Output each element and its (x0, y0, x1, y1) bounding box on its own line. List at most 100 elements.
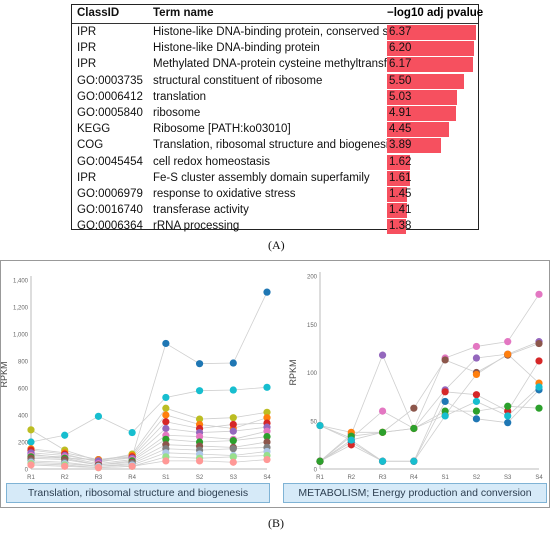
x-tick-label: R1 (27, 475, 35, 481)
y-tick-label: 200 (18, 441, 29, 447)
pvalue-cell: 1.45 (389, 186, 411, 203)
table-row: IPR Histone-like DNA-binding protein 6.20 (72, 40, 478, 57)
y-tick-label: 100 (307, 371, 318, 377)
data-point (27, 438, 34, 445)
table-row: KEGG Ribosome [PATH:ko03010] 4.45 (72, 121, 478, 138)
table-row: GO:0016740 transferase activity 1.41 (72, 202, 478, 219)
data-point (535, 405, 542, 412)
y-tick-label: 800 (18, 360, 29, 366)
data-point (263, 456, 270, 463)
y-tick-label: 200 (307, 275, 318, 281)
pvalue-cell: 6.17 (389, 56, 411, 73)
term-cell: Histone-like DNA-binding protein (153, 40, 320, 57)
pvalue-cell: 5.03 (389, 89, 411, 106)
data-point (379, 429, 386, 436)
data-point (473, 415, 480, 422)
classid-cell: IPR (77, 24, 96, 41)
data-point (535, 340, 542, 347)
x-tick-label: S2 (196, 475, 204, 481)
term-cell: ribosome (153, 105, 200, 122)
table-header: ClassID Term name −log10 adj pvalue (72, 5, 478, 24)
y-tick-label: 600 (18, 387, 29, 393)
classid-cell: GO:0045454 (77, 154, 143, 171)
x-tick-label: S3 (230, 475, 238, 481)
y-tick-label: 150 (307, 323, 318, 329)
data-point (230, 414, 237, 421)
x-tick-label: S1 (441, 475, 449, 481)
data-point (410, 425, 417, 432)
data-point (473, 398, 480, 405)
data-point (162, 394, 169, 401)
table-row: GO:0006364 rRNA processing 1.38 (72, 218, 478, 235)
panel-a-label: (A) (268, 238, 285, 253)
data-point (504, 351, 511, 358)
header-classid: ClassID (77, 5, 119, 22)
table-row: IPR Histone-like DNA-binding protein, con… (72, 24, 478, 41)
x-tick-label: S3 (504, 475, 512, 481)
data-point (162, 457, 169, 464)
classid-cell: IPR (77, 40, 96, 57)
data-point (379, 408, 386, 415)
data-point (95, 413, 102, 420)
term-cell: rRNA processing (153, 218, 239, 235)
classid-cell: GO:0003735 (77, 73, 143, 90)
classid-cell: GO:0006364 (77, 218, 143, 235)
term-cell: Methylated DNA-protein cysteine methyltr… (153, 56, 416, 73)
classid-cell: GO:0006412 (77, 89, 143, 106)
panel-b-label: (B) (268, 516, 284, 531)
data-point (410, 405, 417, 412)
pvalue-cell: 6.20 (389, 40, 411, 57)
data-point (61, 432, 68, 439)
y-tick-label: 400 (18, 414, 29, 420)
data-point (196, 360, 203, 367)
data-point (473, 371, 480, 378)
pvalue-cell: 5.50 (389, 73, 411, 90)
data-point (410, 458, 417, 465)
x-tick-label: S1 (162, 475, 170, 481)
term-cell: Ribosome [PATH:ko03010] (153, 121, 291, 138)
header-pvalue: −log10 adj pvalue (387, 5, 483, 22)
panel-b-container: 0 200 400 600 800 1,000 1,200 1,400 R1 R2 R3 R4 S1 S2… (0, 260, 550, 508)
pvalue-cell: 4.91 (389, 105, 411, 122)
data-point (379, 352, 386, 359)
y-tick-label: 1,000 (13, 333, 29, 339)
data-point (230, 359, 237, 366)
data-point (230, 459, 237, 466)
table-row: IPR Methylated DNA-protein cysteine methy… (72, 56, 478, 73)
left-chart-caption: Translation, ribosomal structure and bio… (6, 483, 270, 503)
y-tick-label: 0 (314, 468, 318, 474)
x-tick-label: S2 (473, 475, 481, 481)
data-point (230, 445, 237, 452)
y-tick-label: 0 (25, 468, 29, 474)
data-point (27, 426, 34, 433)
enrichment-table: ClassID Term name −log10 adj pvalue IPR Hist… (71, 4, 479, 230)
term-cell: structural constituent of ribosome (153, 73, 322, 90)
data-point (442, 398, 449, 405)
data-point (129, 429, 136, 436)
classid-cell: GO:0016740 (77, 202, 143, 219)
x-tick-label: R4 (128, 475, 136, 481)
y-tick-label: 50 (310, 419, 317, 425)
table-row: GO:0005840 ribosome 4.91 (72, 105, 478, 122)
term-cell: Translation, ribosomal structure and bio… (153, 137, 394, 154)
data-point (348, 436, 355, 443)
y-axis-label: RPKM (1, 361, 9, 387)
data-point (162, 418, 169, 425)
data-point (95, 464, 102, 471)
pvalue-cell: 1.61 (389, 170, 411, 187)
term-cell: response to oxidative stress (153, 186, 296, 203)
data-point (316, 422, 323, 429)
x-tick-label: R2 (347, 475, 355, 481)
classid-cell: GO:0006979 (77, 186, 143, 203)
left-line-chart: 0 200 400 600 800 1,000 1,200 1,400 R1 R2 R3 R4 S1 S2… (1, 261, 276, 507)
term-cell: Fe-S cluster assembly domain superfamily (153, 170, 370, 187)
data-point (162, 405, 169, 412)
y-tick-label: 1,200 (13, 306, 29, 312)
data-point (473, 391, 480, 398)
data-point (504, 403, 511, 410)
data-point (535, 383, 542, 390)
classid-cell: COG (77, 137, 103, 154)
classid-cell: IPR (77, 56, 96, 73)
data-point (129, 463, 136, 470)
data-point (196, 457, 203, 464)
